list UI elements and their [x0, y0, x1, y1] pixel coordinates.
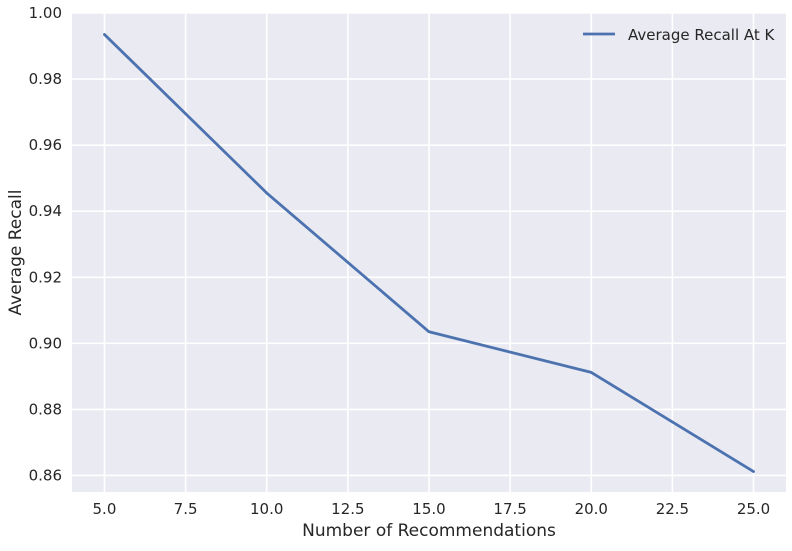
x-tick-label: 17.5	[493, 500, 526, 518]
y-tick-label: 0.92	[29, 268, 62, 286]
x-tick-label: 5.0	[93, 500, 117, 518]
series-line	[103, 33, 755, 473]
legend: Average Recall At K	[583, 26, 776, 44]
x-tick-label: 7.5	[174, 500, 198, 518]
y-tick-label: 0.86	[29, 466, 62, 484]
y-tick-label: 1.00	[29, 4, 62, 22]
x-tick-label: 12.5	[331, 500, 364, 518]
y-axis-title: Average Recall	[6, 190, 26, 316]
y-tick-label: 0.90	[29, 334, 62, 352]
x-tick-label: 10.0	[250, 500, 283, 518]
y-tick-label: 0.94	[29, 202, 62, 220]
x-axis-title: Number of Recommendations	[302, 521, 556, 541]
series-layer	[103, 33, 755, 473]
tick-labels: 5.0 7.5 10.0 12.5 15.0 17.5 20.0 22.5 25.0 0.86 0.…	[29, 4, 771, 518]
legend-label: Average Recall At K	[628, 26, 776, 44]
y-tick-label: 0.88	[29, 400, 62, 418]
x-tick-label: 22.5	[656, 500, 689, 518]
x-tick-label: 20.0	[575, 500, 608, 518]
y-tick-label: 0.96	[29, 136, 62, 154]
x-tick-label: 15.0	[412, 500, 445, 518]
y-tick-label: 0.98	[29, 70, 62, 88]
grid-lines	[72, 12, 786, 492]
x-tick-label: 25.0	[737, 500, 770, 518]
